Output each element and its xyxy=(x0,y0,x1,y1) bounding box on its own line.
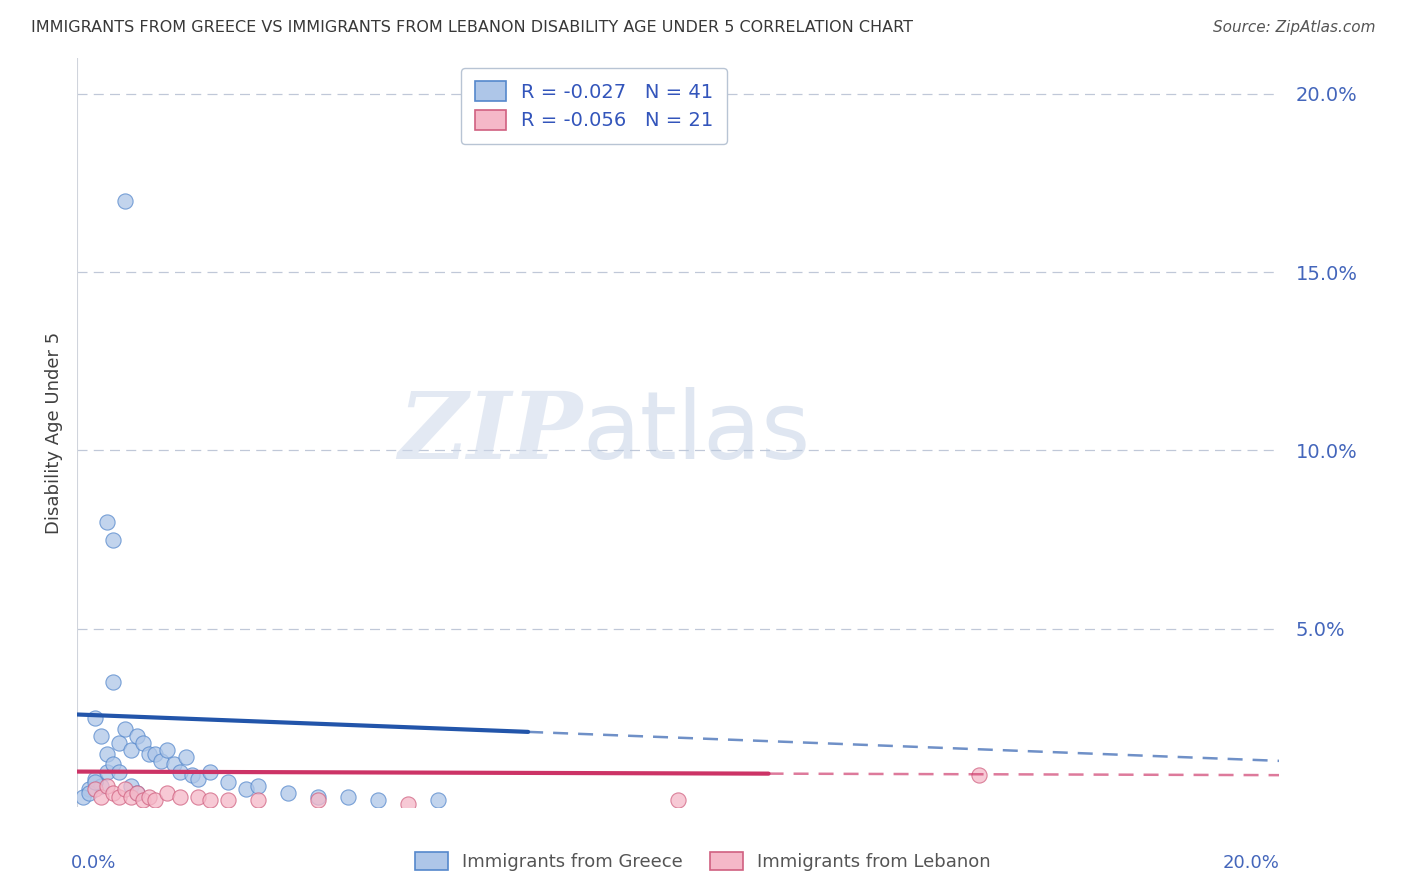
Point xyxy=(217,775,239,789)
Text: 0.0%: 0.0% xyxy=(72,854,117,871)
Point xyxy=(156,786,179,800)
Point xyxy=(103,675,125,690)
Point xyxy=(90,779,112,793)
Point xyxy=(90,789,112,804)
Point xyxy=(79,786,101,800)
Point xyxy=(367,793,389,807)
Point xyxy=(79,782,101,797)
Point xyxy=(668,793,690,807)
Text: atlas: atlas xyxy=(582,386,810,479)
Point xyxy=(96,515,118,529)
Point xyxy=(120,779,142,793)
Point xyxy=(145,793,167,807)
Point xyxy=(186,772,209,786)
Point xyxy=(186,789,209,804)
Point xyxy=(169,789,191,804)
Point xyxy=(90,729,112,743)
Point xyxy=(84,775,107,789)
Point xyxy=(277,786,299,800)
Point xyxy=(967,768,990,782)
Point xyxy=(396,797,419,811)
Text: 20.0%: 20.0% xyxy=(1223,854,1279,871)
Point xyxy=(132,793,155,807)
Point xyxy=(138,747,160,761)
Point xyxy=(132,736,155,750)
Point xyxy=(84,772,107,786)
Point xyxy=(169,764,191,779)
Point xyxy=(336,789,359,804)
Point xyxy=(103,533,125,547)
Point xyxy=(150,754,173,768)
Point xyxy=(127,786,149,800)
Point xyxy=(427,793,450,807)
Point xyxy=(84,782,107,797)
Point xyxy=(114,722,136,736)
Point xyxy=(96,747,118,761)
Point xyxy=(96,764,118,779)
Point xyxy=(198,793,221,807)
Point xyxy=(145,747,167,761)
Point xyxy=(96,779,118,793)
Point xyxy=(108,764,131,779)
Text: Source: ZipAtlas.com: Source: ZipAtlas.com xyxy=(1212,20,1375,35)
Point xyxy=(307,793,329,807)
Point xyxy=(84,711,107,725)
Y-axis label: Disability Age Under 5: Disability Age Under 5 xyxy=(45,332,63,533)
Point xyxy=(103,757,125,772)
Point xyxy=(235,782,257,797)
Point xyxy=(103,786,125,800)
Point xyxy=(120,789,142,804)
Point xyxy=(217,793,239,807)
Point xyxy=(180,768,202,782)
Point xyxy=(138,789,160,804)
Point xyxy=(72,789,94,804)
Legend: Immigrants from Greece, Immigrants from Lebanon: Immigrants from Greece, Immigrants from … xyxy=(408,846,998,879)
Point xyxy=(246,779,269,793)
Point xyxy=(174,750,197,764)
Point xyxy=(162,757,184,772)
Text: ZIP: ZIP xyxy=(398,388,582,477)
Point xyxy=(246,793,269,807)
Point xyxy=(114,782,136,797)
Point xyxy=(127,729,149,743)
Point xyxy=(108,789,131,804)
Point xyxy=(156,743,179,757)
Text: IMMIGRANTS FROM GREECE VS IMMIGRANTS FROM LEBANON DISABILITY AGE UNDER 5 CORRELA: IMMIGRANTS FROM GREECE VS IMMIGRANTS FRO… xyxy=(31,20,912,35)
Point xyxy=(307,789,329,804)
Point xyxy=(127,786,149,800)
Point xyxy=(108,736,131,750)
Legend: R = -0.027   N = 41, R = -0.056   N = 21: R = -0.027 N = 41, R = -0.056 N = 21 xyxy=(461,68,727,144)
Point xyxy=(198,764,221,779)
Point xyxy=(120,743,142,757)
Point xyxy=(114,194,136,208)
